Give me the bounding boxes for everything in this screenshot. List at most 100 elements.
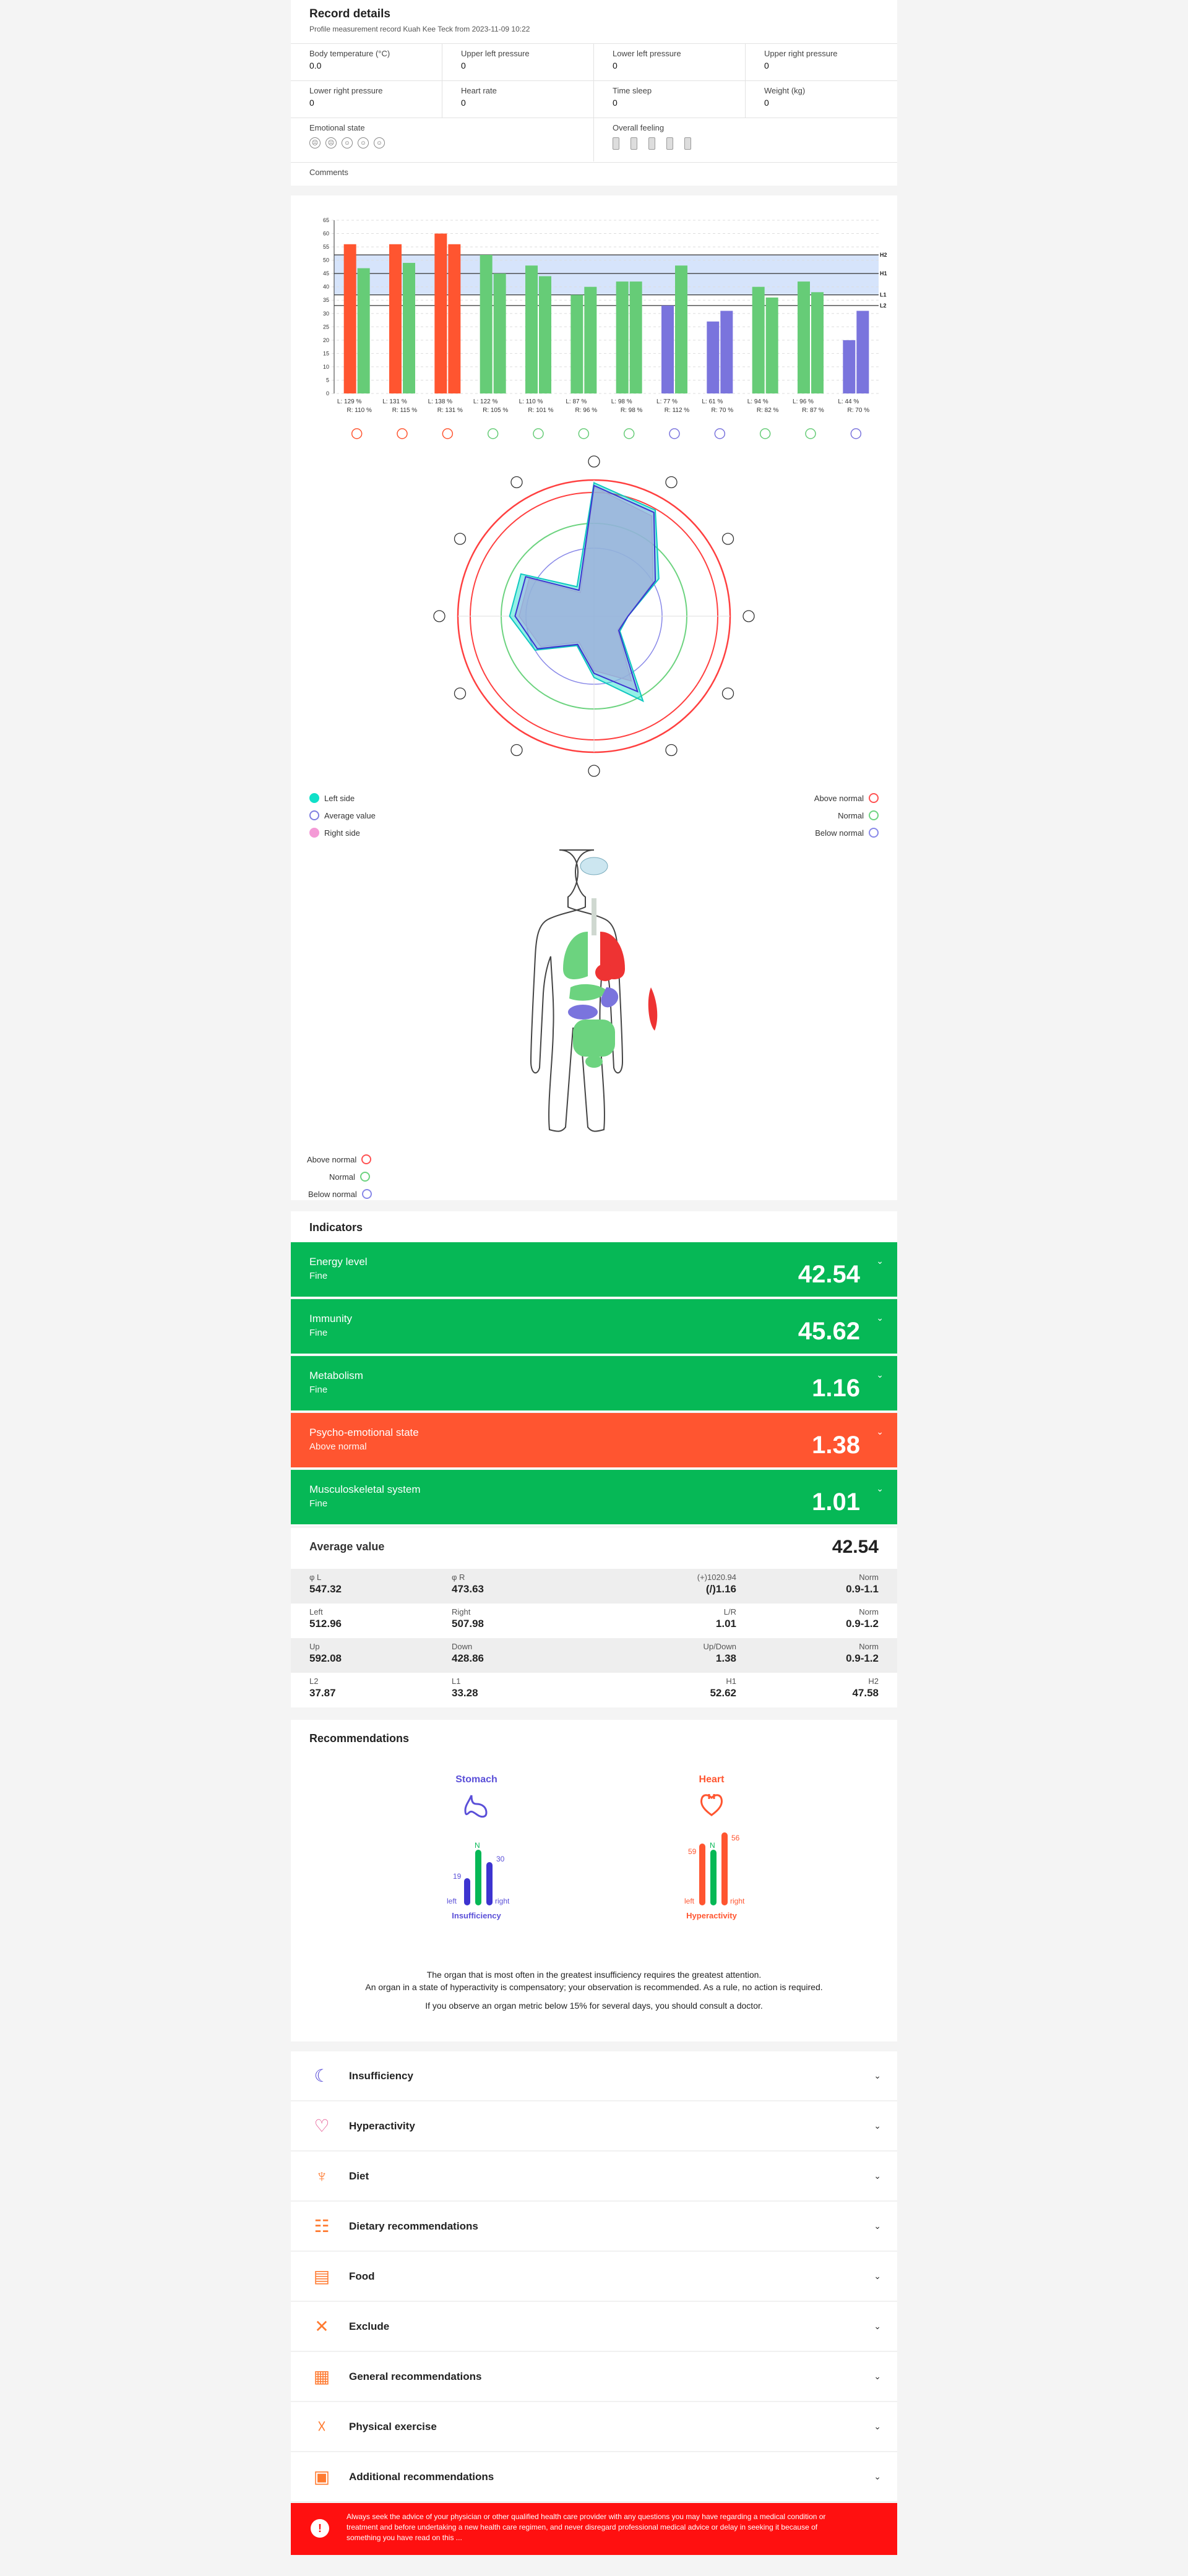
- legend-label: Normal: [329, 1172, 355, 1182]
- chevron-down-icon[interactable]: ⌄: [876, 1370, 884, 1380]
- battery-level-5-icon[interactable]: [684, 137, 691, 150]
- gallbladder-icon: [665, 744, 678, 757]
- record-row-3: Emotional state ☹ ☹ ☺ ☺ ☺ Overall feeling: [291, 118, 897, 161]
- heart: [595, 964, 615, 981]
- y-tick-label: 30: [323, 311, 329, 317]
- avg-key: H2: [868, 1677, 879, 1686]
- field-value: 0: [461, 61, 466, 71]
- chevron-down-icon[interactable]: ⌄: [874, 2421, 881, 2431]
- bar-label-left: L: 61 %: [702, 398, 723, 405]
- chevron-down-icon[interactable]: ⌄: [874, 2471, 881, 2481]
- record-subtitle: Profile measurement record Kuah Kee Teck…: [309, 25, 530, 33]
- stomach-left-label: left: [447, 1897, 457, 1905]
- field-value: 0: [613, 98, 618, 108]
- chevron-down-icon[interactable]: ⌄: [876, 1313, 884, 1323]
- stomach-n-label: N: [475, 1841, 480, 1850]
- accordion-general-recommendations[interactable]: ▦ General recommendations ⌄: [291, 2352, 897, 2402]
- organ-stomach: Stomach: [415, 1774, 538, 1822]
- emotion-very-happy-icon[interactable]: ☺: [374, 137, 385, 148]
- average-row: φ L 547.32 φ R 473.63 (+)1020.94 (/)1.16 No…: [291, 1569, 897, 1604]
- field-label: Weight (kg): [764, 86, 806, 95]
- field-value: 0.0: [309, 61, 322, 71]
- heart-right-label: right: [730, 1897, 745, 1905]
- chevron-down-icon[interactable]: ⌄: [874, 2171, 881, 2181]
- indicator-row[interactable]: Energy level Fine 42.54 ⌄: [291, 1242, 897, 1298]
- indicator-value: 42.54: [798, 1261, 860, 1288]
- accordion-exclude[interactable]: ✕ Exclude ⌄: [291, 2302, 897, 2351]
- emotion-neutral-icon[interactable]: ☺: [342, 137, 353, 148]
- chevron-down-icon[interactable]: ⌄: [874, 2321, 881, 2331]
- field-label: Lower left pressure: [613, 49, 681, 58]
- accordion-insufficiency[interactable]: ☾ Insufficiency ⌄: [291, 2051, 897, 2101]
- organ-name: Heart: [699, 1774, 725, 1785]
- stomach-right-bar: [486, 1862, 493, 1905]
- intestine-icon: [665, 476, 678, 489]
- y-tick-label: 15: [323, 350, 329, 356]
- bladder: [585, 1055, 603, 1068]
- field-upper-right-pressure: Upper right pressure 0: [746, 44, 897, 81]
- liver-icon: [510, 744, 523, 757]
- chevron-down-icon[interactable]: ⌄: [876, 1483, 884, 1493]
- battery-level-2-icon[interactable]: [631, 137, 637, 150]
- bar-right: [448, 244, 461, 393]
- indicator-row[interactable]: Psycho-emotional state Above normal 1.38 ⌄: [291, 1413, 897, 1469]
- chevron-down-icon[interactable]: ⌄: [876, 1256, 884, 1266]
- emotional-state: Emotional state ☹ ☹ ☺ ☺ ☺: [291, 118, 594, 161]
- battery-level-1-icon[interactable]: [613, 137, 619, 150]
- indicator-row[interactable]: Musculoskeletal system Fine 1.01 ⌄: [291, 1470, 897, 1526]
- record-title: Record details: [309, 7, 390, 20]
- brain: [580, 857, 608, 875]
- emotion-sad-icon[interactable]: ☹: [325, 137, 337, 148]
- indicator-row[interactable]: Metabolism Fine 1.16 ⌄: [291, 1356, 897, 1412]
- chevron-down-icon[interactable]: ⌄: [874, 2121, 881, 2131]
- overall-feeling: Overall feeling: [594, 118, 897, 161]
- accordion-hyperactivity[interactable]: ♡ Hyperactivity ⌄: [291, 2102, 897, 2151]
- heart-bars: 59 N 56 left right Hyperactivity: [650, 1832, 773, 1920]
- legend-average: Average value: [309, 810, 376, 820]
- food-icon: ▤: [313, 2267, 330, 2286]
- shield-icon: [721, 687, 734, 700]
- avg-cell: H1 52.62: [594, 1677, 736, 1704]
- legend-dot: [309, 810, 319, 820]
- avg-num: 428.86: [452, 1652, 484, 1664]
- legend-dot: [869, 828, 879, 838]
- body-diagram: [530, 849, 658, 1132]
- accordion-title: Exclude: [349, 2320, 390, 2332]
- stomach-state: Insufficiency: [452, 1911, 501, 1920]
- field-label: Body temperature (°C): [309, 49, 390, 58]
- indicator-row[interactable]: Immunity Fine 45.62 ⌄: [291, 1299, 897, 1355]
- organ-icon: [805, 428, 816, 439]
- battery-level-3-icon[interactable]: [648, 137, 655, 150]
- y-tick-label: 60: [323, 231, 329, 237]
- avg-key: Down: [452, 1642, 473, 1651]
- chevron-down-icon[interactable]: ⌄: [876, 1427, 884, 1436]
- bar-label-left: L: 87 %: [566, 398, 587, 405]
- bar-label-right: R: 110 %: [346, 407, 371, 414]
- chevron-down-icon[interactable]: ⌄: [874, 2271, 881, 2281]
- accordion-diet[interactable]: ♆ Diet ⌄: [291, 2152, 897, 2201]
- threshold-label: H2: [880, 252, 887, 258]
- avg-cell: Down 428.86: [452, 1642, 594, 1669]
- avg-key: Right: [452, 1607, 471, 1616]
- average-row: L2 37.87 L1 33.28 H1 52.62 H2 47.58: [291, 1673, 897, 1707]
- threshold-label: L1: [880, 292, 887, 298]
- emotion-very-sad-icon[interactable]: ☹: [309, 137, 321, 148]
- bar-left: [525, 265, 538, 393]
- chevron-down-icon[interactable]: ⌄: [874, 2371, 881, 2381]
- avg-cell: L2 37.87: [309, 1677, 452, 1704]
- chevron-down-icon[interactable]: ⌄: [874, 2071, 881, 2080]
- accordion-dietary-recommendations[interactable]: ☷ Dietary recommendations ⌄: [291, 2202, 897, 2251]
- indicator-status: Fine: [309, 1328, 328, 1338]
- avg-num: 592.08: [309, 1652, 342, 1664]
- accordion-food[interactable]: ▤ Food ⌄: [291, 2252, 897, 2301]
- accordion-additional-recommendations[interactable]: ▣ Additional recommendations ⌄: [291, 2452, 897, 2502]
- heart-state: Hyperactivity: [686, 1911, 737, 1920]
- bar-left: [798, 281, 810, 393]
- accordion-physical-exercise[interactable]: ☓ Physical exercise ⌄: [291, 2402, 897, 2452]
- legend-label: Left side: [324, 793, 355, 803]
- battery-level-4-icon[interactable]: [666, 137, 673, 150]
- emotion-happy-icon[interactable]: ☺: [358, 137, 369, 148]
- chevron-down-icon[interactable]: ⌄: [874, 2221, 881, 2231]
- avg-cell: φ L 547.32: [309, 1573, 452, 1600]
- organ-icon: [578, 428, 590, 439]
